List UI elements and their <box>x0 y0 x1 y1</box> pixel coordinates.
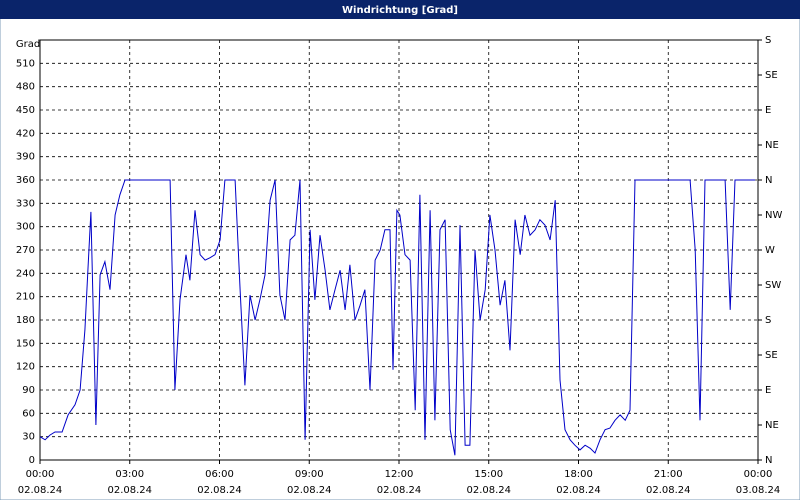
y-tick-label: 0 <box>29 455 35 466</box>
y-tick-label: 210 <box>16 292 35 303</box>
x-tick-label: 03:00 <box>115 469 144 480</box>
x-tick-label: 00:00 <box>26 469 55 480</box>
y-tick-label: 510 <box>16 58 35 69</box>
x-tick-date: 02.08.24 <box>197 485 242 496</box>
y2-tick-label: SE <box>765 70 778 81</box>
y2-tick-label: E <box>765 385 771 396</box>
y2-tick-label: E <box>765 105 771 116</box>
chart-title: Windrichtung [Grad] <box>342 5 458 16</box>
y2-tick-label: S <box>765 315 771 326</box>
data-line <box>39 179 755 456</box>
x-tick-date: 02.08.24 <box>18 485 63 496</box>
x-tick-date: 02.08.24 <box>556 485 601 496</box>
y-tick-label: 240 <box>16 268 35 279</box>
y-tick-label: 120 <box>16 362 35 373</box>
title-bar <box>0 0 800 19</box>
x-tick-date: 02.08.24 <box>377 485 422 496</box>
x-tick-label: 12:00 <box>385 469 414 480</box>
y-tick-label: 270 <box>16 245 35 256</box>
y2-tick-label: NE <box>765 140 779 151</box>
x-tick-label: 09:00 <box>295 469 324 480</box>
x-tick-date: 02.08.24 <box>466 485 511 496</box>
y2-tick-label: N <box>765 455 772 466</box>
x-tick-date: 02.08.24 <box>107 485 152 496</box>
x-tick-label: 06:00 <box>205 469 234 480</box>
y-tick-label: 360 <box>16 175 35 186</box>
x-tick-date: 02.08.24 <box>287 485 332 496</box>
x-tick-label: 18:00 <box>564 469 593 480</box>
y-tick-label: 180 <box>16 315 35 326</box>
x-tick-label: 00:00 <box>744 469 773 480</box>
y-tick-label: 420 <box>16 128 35 139</box>
y2-tick-label: W <box>765 245 775 256</box>
x-tick-label: 15:00 <box>474 469 503 480</box>
y-tick-label: 150 <box>16 338 35 349</box>
y2-tick-label: NW <box>765 210 782 221</box>
y2-tick-label: NE <box>765 420 779 431</box>
y-tick-label: 90 <box>22 385 35 396</box>
y-tick-label: 390 <box>16 152 35 163</box>
plot-frame <box>39 39 759 461</box>
y-tick-label: 30 <box>22 432 35 443</box>
y-tick-label: 330 <box>16 198 35 209</box>
y2-tick-label: SE <box>765 350 778 361</box>
y2-tick-label: SW <box>765 280 781 291</box>
y2-tick-label: N <box>765 175 772 186</box>
y-axis-label: Grad <box>16 39 40 50</box>
y-tick-label: 480 <box>16 82 35 93</box>
x-tick-date: 03.08.24 <box>736 485 781 496</box>
x-tick-date: 02.08.24 <box>646 485 691 496</box>
y-tick-label: 60 <box>22 408 35 419</box>
y2-tick-label: S <box>765 35 771 46</box>
y-tick-label: 300 <box>16 222 35 233</box>
x-tick-label: 21:00 <box>654 469 683 480</box>
y-tick-label: 450 <box>16 105 35 116</box>
